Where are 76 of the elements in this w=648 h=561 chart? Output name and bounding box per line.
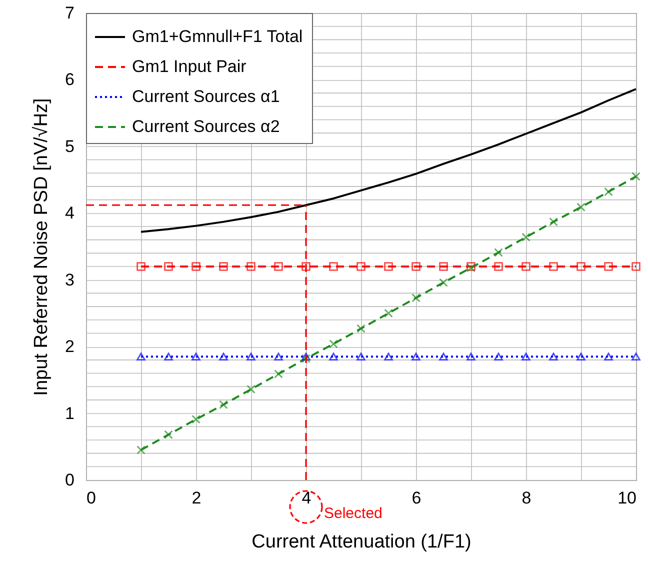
point: [604, 187, 613, 196]
point: [192, 414, 200, 424]
point: [136, 352, 146, 360]
point: [136, 446, 146, 454]
point: [164, 430, 173, 440]
point: [164, 262, 173, 271]
legend-label: Gm1 Input Pair: [132, 57, 247, 76]
point: [384, 262, 393, 271]
point: [246, 384, 256, 394]
point: [136, 262, 146, 271]
x-tick-label: 6: [412, 488, 422, 508]
legend-label: Current Sources α1: [132, 87, 280, 106]
y-tick-label: 1: [65, 404, 74, 423]
point: [246, 262, 256, 271]
x-axis-title: Current Attenuation (1/F1): [252, 532, 472, 552]
point: [219, 262, 228, 271]
x-tick-label: 2: [192, 488, 202, 508]
annotation: Selected: [324, 505, 382, 522]
legend-label: Gm1+Gmnull+F1 Total: [132, 27, 303, 46]
point: [494, 248, 503, 257]
point: [246, 352, 256, 360]
point: [356, 324, 366, 333]
point: [329, 352, 338, 360]
point: [632, 352, 640, 360]
y-tick-label: 2: [65, 337, 74, 356]
point: [632, 172, 640, 181]
y-tick-label: 5: [65, 136, 74, 156]
point: [439, 352, 448, 360]
y-tick-label: 4: [65, 204, 74, 223]
x-tick-label: 0: [86, 488, 96, 508]
point: [522, 232, 530, 242]
point: [302, 354, 310, 363]
point: [522, 352, 530, 360]
point: [412, 262, 420, 271]
x-tick-label: 4: [302, 488, 312, 508]
point: [329, 339, 338, 348]
y-tick-label: 0: [65, 470, 74, 490]
point: [384, 352, 393, 360]
point: [302, 262, 310, 271]
point: [549, 217, 558, 226]
point: [219, 400, 228, 410]
point: [632, 262, 640, 271]
point: [494, 262, 503, 271]
legend-label: Current Sources α2: [132, 117, 280, 136]
point: [549, 352, 558, 360]
point: [466, 352, 476, 360]
x-tick-label: 10: [618, 488, 636, 508]
point: [274, 370, 283, 378]
point: [439, 262, 448, 271]
point: [604, 262, 613, 271]
y-tick-label: 7: [65, 4, 74, 22]
y-axis-title: Input Referred Noise PSD [nV/√Hz]: [31, 98, 52, 396]
point: [329, 262, 338, 271]
point: [219, 352, 228, 360]
point: [576, 262, 586, 271]
point: [412, 293, 420, 302]
point: [439, 278, 448, 287]
point: [274, 262, 283, 271]
y-tick-label: 6: [65, 70, 74, 90]
x-tick-label: 8: [522, 488, 532, 508]
point: [494, 352, 503, 360]
point: [576, 352, 586, 360]
point: [522, 262, 530, 271]
point: [192, 352, 200, 360]
y-tick-label: 3: [65, 270, 74, 290]
point: [549, 262, 558, 271]
point: [356, 262, 366, 271]
point: [384, 308, 393, 318]
point: [356, 352, 366, 360]
point: [576, 202, 586, 212]
point: [604, 352, 613, 360]
point: [412, 352, 420, 360]
point: [192, 262, 200, 271]
point: [274, 352, 283, 360]
point: [164, 352, 173, 360]
point: [302, 352, 310, 360]
